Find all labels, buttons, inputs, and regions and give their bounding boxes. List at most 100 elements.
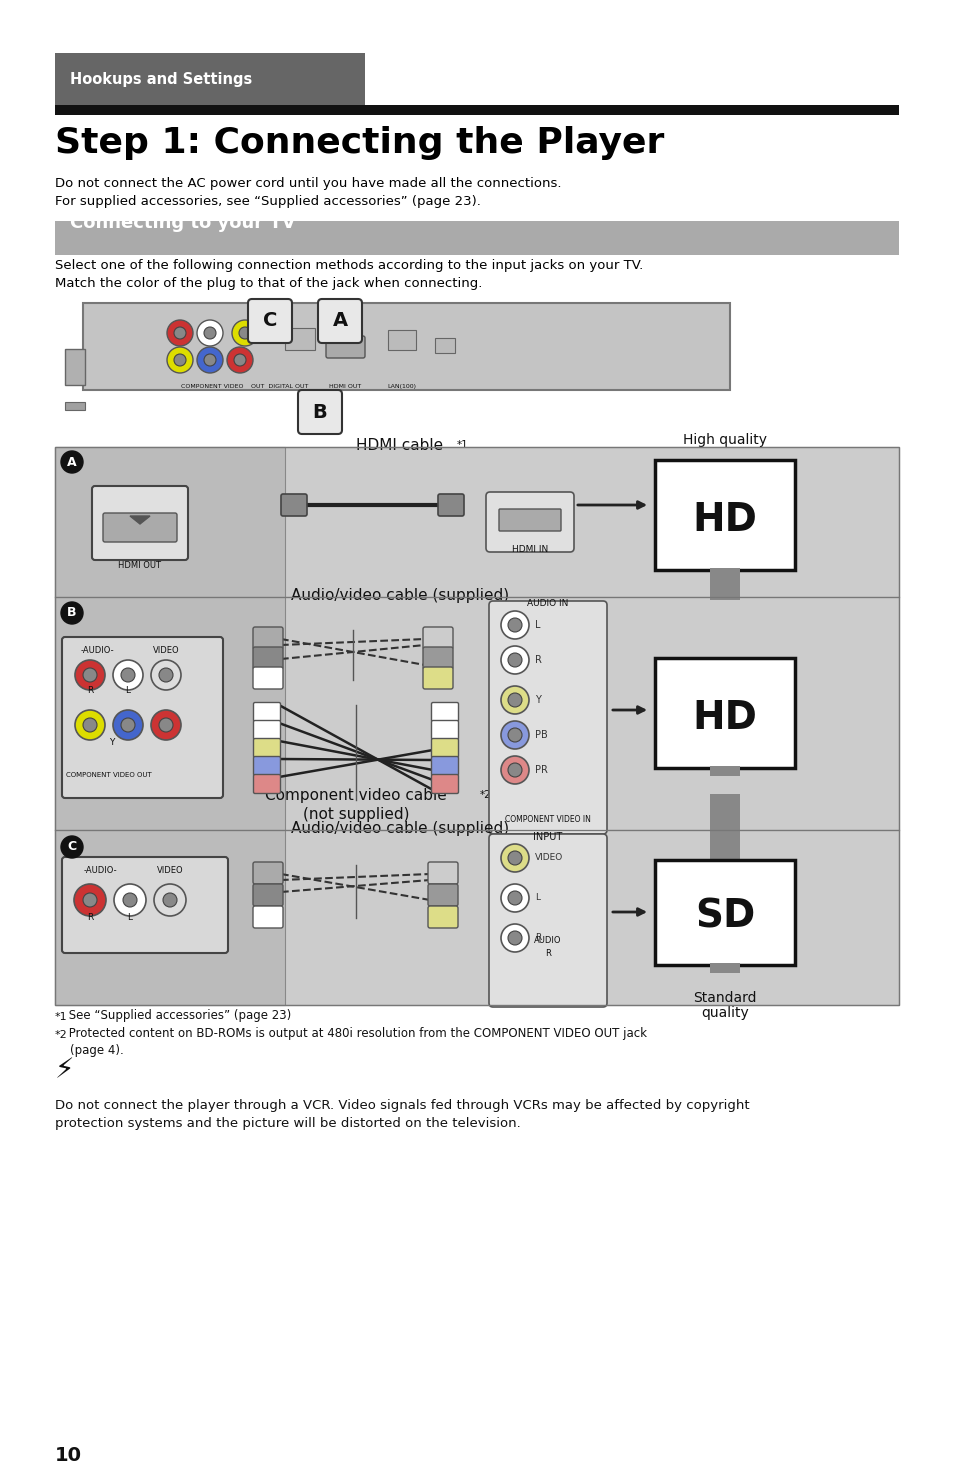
Circle shape (204, 326, 215, 340)
Bar (709, 568, 740, 578)
Circle shape (163, 893, 177, 908)
FancyBboxPatch shape (253, 906, 283, 928)
Text: HDMI OUT: HDMI OUT (118, 561, 161, 569)
Bar (709, 564, 740, 601)
Bar (285, 328, 314, 350)
Circle shape (196, 320, 223, 346)
Bar (65, 402, 85, 409)
Bar (65, 349, 85, 386)
Bar (388, 331, 416, 350)
Circle shape (507, 931, 521, 945)
Text: HDMI IN: HDMI IN (512, 544, 548, 555)
Text: L: L (535, 893, 539, 903)
Text: PR: PR (535, 765, 547, 776)
Bar (55, 53, 365, 108)
Text: VIDEO: VIDEO (152, 647, 179, 655)
FancyBboxPatch shape (422, 647, 453, 669)
Text: quality: quality (700, 1005, 748, 1020)
Circle shape (232, 320, 257, 346)
FancyBboxPatch shape (498, 509, 560, 531)
Circle shape (112, 660, 143, 690)
Circle shape (507, 851, 521, 865)
Text: L: L (128, 914, 132, 922)
Text: *1: *1 (55, 1011, 68, 1022)
FancyBboxPatch shape (428, 906, 457, 928)
FancyBboxPatch shape (428, 862, 457, 884)
Text: Component video cable: Component video cable (265, 787, 446, 802)
Text: Select one of the following connection methods according to the input jacks on y: Select one of the following connection m… (55, 260, 642, 271)
FancyBboxPatch shape (253, 774, 280, 793)
Circle shape (233, 354, 246, 366)
FancyBboxPatch shape (281, 494, 307, 516)
Bar (55, 446, 898, 598)
Circle shape (74, 884, 106, 916)
Circle shape (167, 320, 193, 346)
Text: VIDEO: VIDEO (535, 854, 562, 863)
Text: For supplied accessories, see “Supplied accessories” (page 23).: For supplied accessories, see “Supplied … (55, 194, 480, 208)
Circle shape (153, 884, 186, 916)
Circle shape (151, 710, 181, 740)
Circle shape (500, 721, 529, 749)
Text: *2: *2 (479, 790, 491, 799)
FancyBboxPatch shape (62, 857, 228, 954)
Circle shape (123, 893, 137, 908)
Circle shape (227, 347, 253, 374)
Circle shape (151, 660, 181, 690)
Text: R: R (87, 687, 93, 696)
Circle shape (121, 667, 135, 682)
FancyBboxPatch shape (297, 390, 341, 435)
Text: AUDIO: AUDIO (534, 936, 561, 945)
FancyBboxPatch shape (253, 703, 280, 722)
FancyBboxPatch shape (422, 667, 453, 690)
Text: Audio/video cable (supplied): Audio/video cable (supplied) (291, 587, 509, 604)
Circle shape (83, 718, 97, 733)
Text: (not supplied): (not supplied) (302, 807, 409, 822)
Text: C: C (68, 841, 76, 854)
Bar (55, 830, 285, 1005)
Circle shape (507, 762, 521, 777)
Text: Y: Y (109, 739, 114, 747)
Circle shape (173, 326, 186, 340)
Text: HDMI cable: HDMI cable (356, 437, 443, 452)
Circle shape (167, 347, 193, 374)
FancyBboxPatch shape (253, 739, 280, 758)
FancyBboxPatch shape (253, 647, 283, 669)
Text: OUT  DIGITAL OUT: OUT DIGITAL OUT (251, 384, 309, 389)
Bar (55, 830, 898, 1005)
FancyBboxPatch shape (431, 721, 458, 740)
Text: L: L (535, 620, 540, 630)
Text: Protected content on BD-ROMs is output at 480i resolution from the COMPONENT VID: Protected content on BD-ROMs is output a… (65, 1028, 646, 1040)
Text: protection systems and the picture will be distorted on the television.: protection systems and the picture will … (55, 1117, 520, 1130)
Text: VIDEO: VIDEO (156, 866, 183, 875)
Text: HDMI OUT: HDMI OUT (329, 384, 361, 389)
Bar (709, 767, 740, 776)
Circle shape (507, 728, 521, 742)
Bar (55, 446, 898, 1005)
FancyBboxPatch shape (428, 884, 457, 906)
Text: B: B (313, 402, 327, 421)
Text: R: R (544, 949, 551, 958)
FancyBboxPatch shape (489, 601, 606, 833)
FancyBboxPatch shape (248, 300, 292, 343)
Bar (709, 830, 740, 868)
Text: A: A (67, 455, 77, 469)
FancyBboxPatch shape (489, 833, 606, 1007)
Circle shape (239, 326, 251, 340)
Text: *1: *1 (456, 440, 468, 449)
Text: Audio/video cable (supplied): Audio/video cable (supplied) (291, 822, 509, 836)
Circle shape (61, 602, 83, 624)
FancyBboxPatch shape (431, 774, 458, 793)
Text: Connecting to your TV: Connecting to your TV (70, 214, 295, 231)
Bar (709, 793, 740, 832)
FancyBboxPatch shape (253, 627, 283, 650)
Text: HD: HD (692, 698, 757, 737)
Bar (55, 221, 898, 255)
Bar (83, 303, 729, 390)
Text: LAN(100): LAN(100) (387, 384, 416, 389)
Circle shape (500, 687, 529, 713)
FancyBboxPatch shape (655, 860, 794, 965)
FancyBboxPatch shape (431, 703, 458, 722)
Text: HD: HD (692, 501, 757, 538)
Text: ⚡: ⚡ (55, 1056, 74, 1084)
Text: B: B (67, 607, 76, 620)
